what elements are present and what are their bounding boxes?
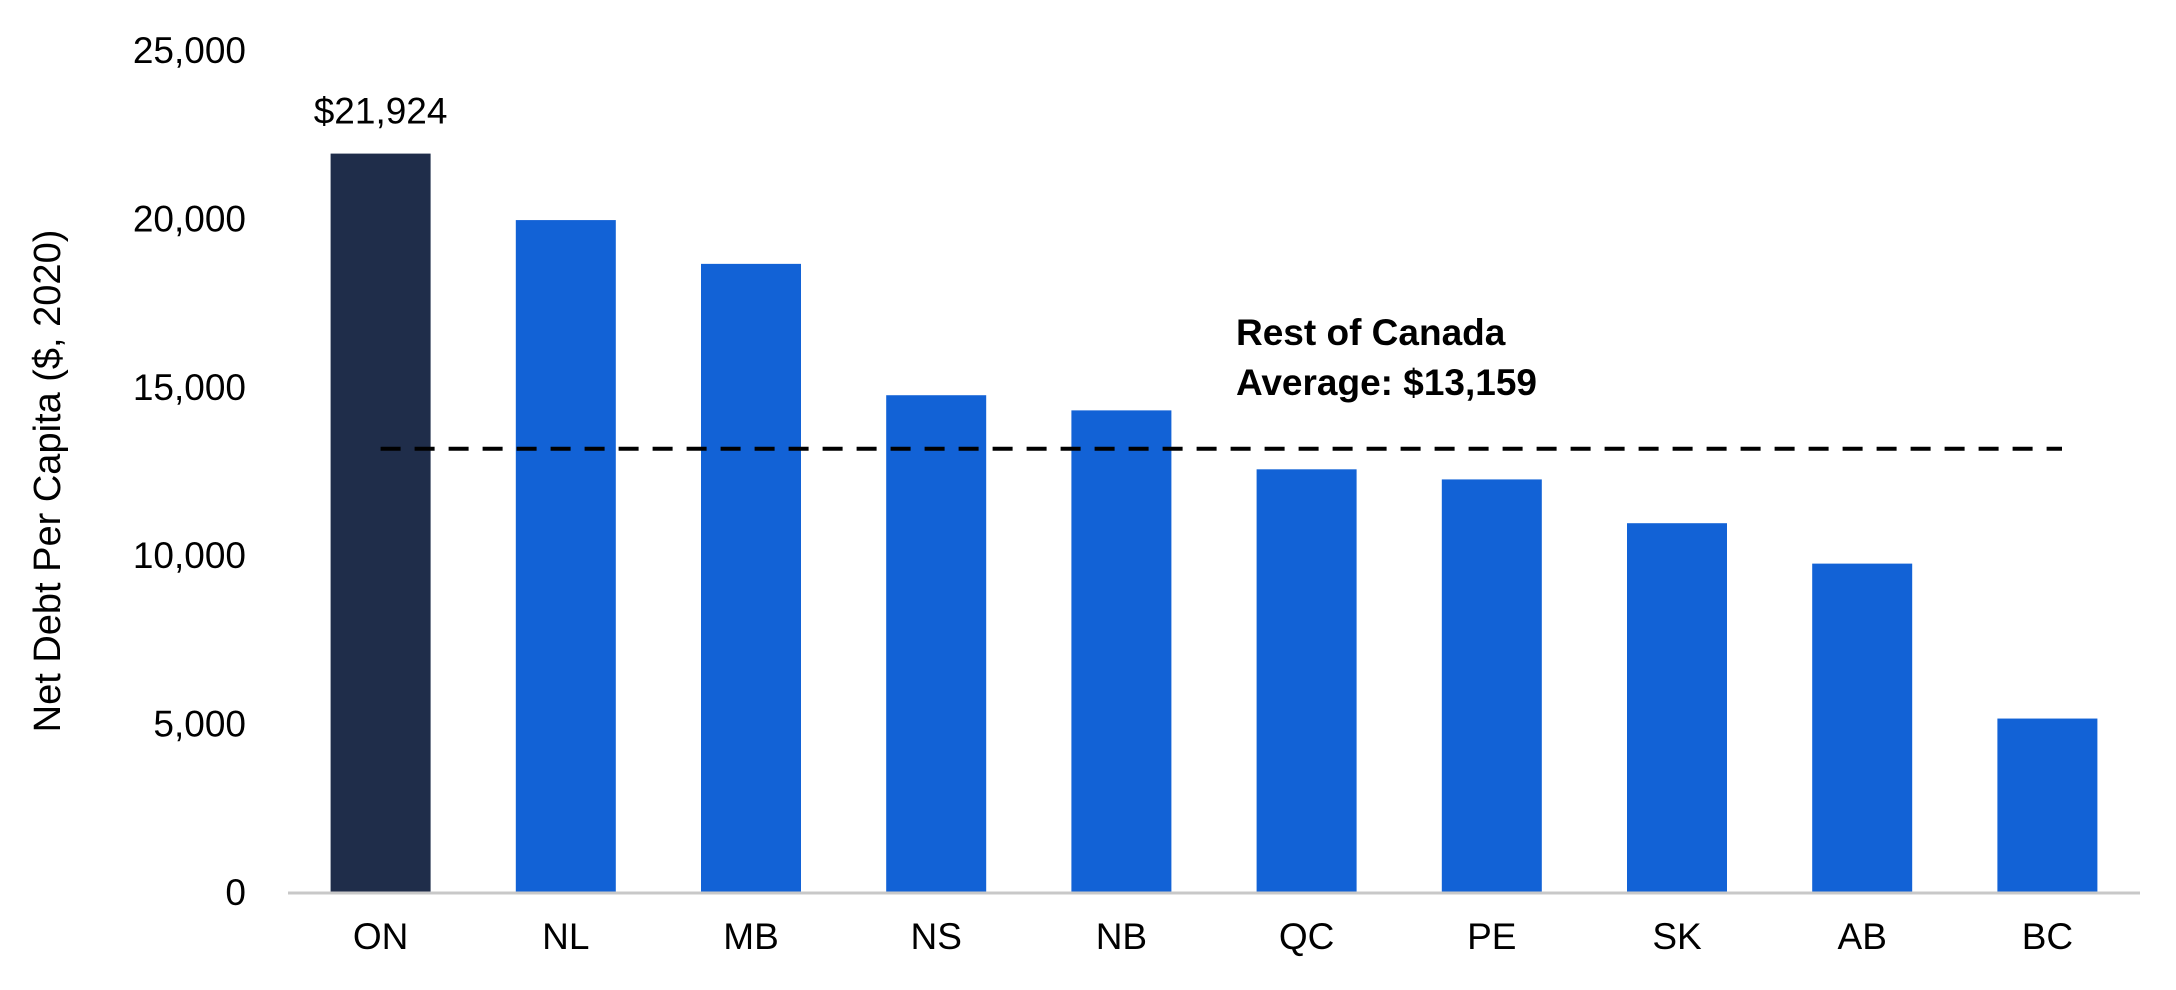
y-tick-label: 10,000 (133, 535, 246, 576)
data-labels: $21,924 (314, 91, 448, 132)
y-tick-label: 0 (225, 872, 246, 913)
y-axis-label: Net Debt Per Capita ($, 2020) (27, 230, 69, 733)
x-tick-label-nl: NL (542, 916, 589, 957)
x-tick-label-on: ON (353, 916, 409, 957)
bar-nb (1071, 410, 1172, 892)
x-tick-label-ns: NS (910, 916, 961, 957)
bar-ab (1812, 563, 1913, 892)
x-tick-label-bc: BC (2022, 916, 2073, 957)
y-tick-label: 25,000 (133, 30, 246, 71)
bar-on (330, 153, 431, 893)
y-tick-label: 20,000 (133, 198, 246, 239)
reference-line-label-line-2: Average: $13,159 (1236, 362, 1537, 403)
y-tick-label: 5,000 (153, 704, 246, 745)
data-label-on: $21,924 (314, 91, 448, 132)
x-tick-label-ab: AB (1838, 916, 1887, 957)
bar-nl (515, 220, 616, 893)
bar-pe (1441, 479, 1542, 892)
reference-line-label-line-1: Rest of Canada (1236, 312, 1506, 353)
x-tick-label-mb: MB (723, 916, 779, 957)
x-tick-label-nb: NB (1096, 916, 1147, 957)
bar-bc (1997, 718, 2098, 892)
bar-ns (886, 395, 987, 892)
y-axis-ticks: 0 5,000 10,000 15,000 20,000 25,000 (133, 30, 246, 913)
x-axis-categories: ON NL MB NS NB QC PE SK AB BC (353, 916, 2073, 957)
bar-qc (1256, 469, 1357, 892)
reference-line-label: Rest of Canada Average: $13,159 (1236, 312, 1537, 403)
bars (330, 153, 2098, 893)
x-tick-label-sk: SK (1652, 916, 1702, 957)
x-tick-label-qc: QC (1279, 916, 1335, 957)
x-tick-label-pe: PE (1467, 916, 1516, 957)
bar-sk (1627, 523, 1727, 892)
y-tick-label: 15,000 (133, 367, 246, 408)
bar-mb (701, 263, 801, 892)
